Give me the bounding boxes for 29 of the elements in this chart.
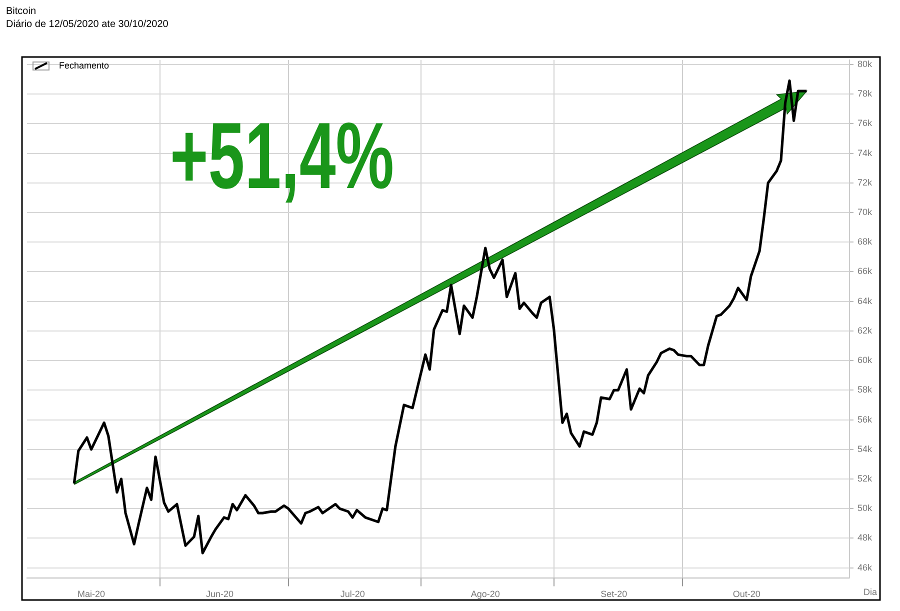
y-tick-label: 64k <box>857 296 872 306</box>
y-tick-label: 56k <box>857 414 872 424</box>
x-tick-label: Out-20 <box>732 589 760 600</box>
x-tick-label: Jun-20 <box>206 589 234 600</box>
y-tick-label: 70k <box>857 206 872 217</box>
x-tick-label: Mai-20 <box>78 589 106 600</box>
x-axis-title: Dia <box>863 587 878 598</box>
y-tick-label: 52k <box>857 473 872 484</box>
chart-subtitle: Diário de 12/05/2020 ate 30/10/2020 <box>6 18 168 31</box>
annotation: +51,4% <box>170 104 394 209</box>
y-tick-label: 54k <box>857 444 872 454</box>
x-tick-label: Set-20 <box>600 589 628 600</box>
y-tick-label: 74k <box>857 148 872 158</box>
y-tick-label: 66k <box>857 266 872 276</box>
y-tick-label: 50k <box>857 503 872 514</box>
chart-title: Bitcoin <box>6 5 38 18</box>
y-tick-label: 78k <box>857 88 872 99</box>
y-tick-label: 48k <box>857 532 872 543</box>
x-tick-label: Ago-20 <box>470 589 500 600</box>
y-tick-label: 76k <box>857 118 872 128</box>
y-tick-label: 60k <box>857 355 872 366</box>
y-tick-label: 72k <box>857 177 872 188</box>
y-tick-label: 46k <box>857 562 872 572</box>
y-tick-label: 62k <box>857 325 872 336</box>
legend-label: Fechamento <box>59 60 110 70</box>
x-tick-label: Jul-20 <box>340 589 365 600</box>
y-tick-label: 58k <box>857 384 872 395</box>
y-tick-label: 68k <box>857 236 872 247</box>
y-tick-label: 80k <box>857 58 872 69</box>
